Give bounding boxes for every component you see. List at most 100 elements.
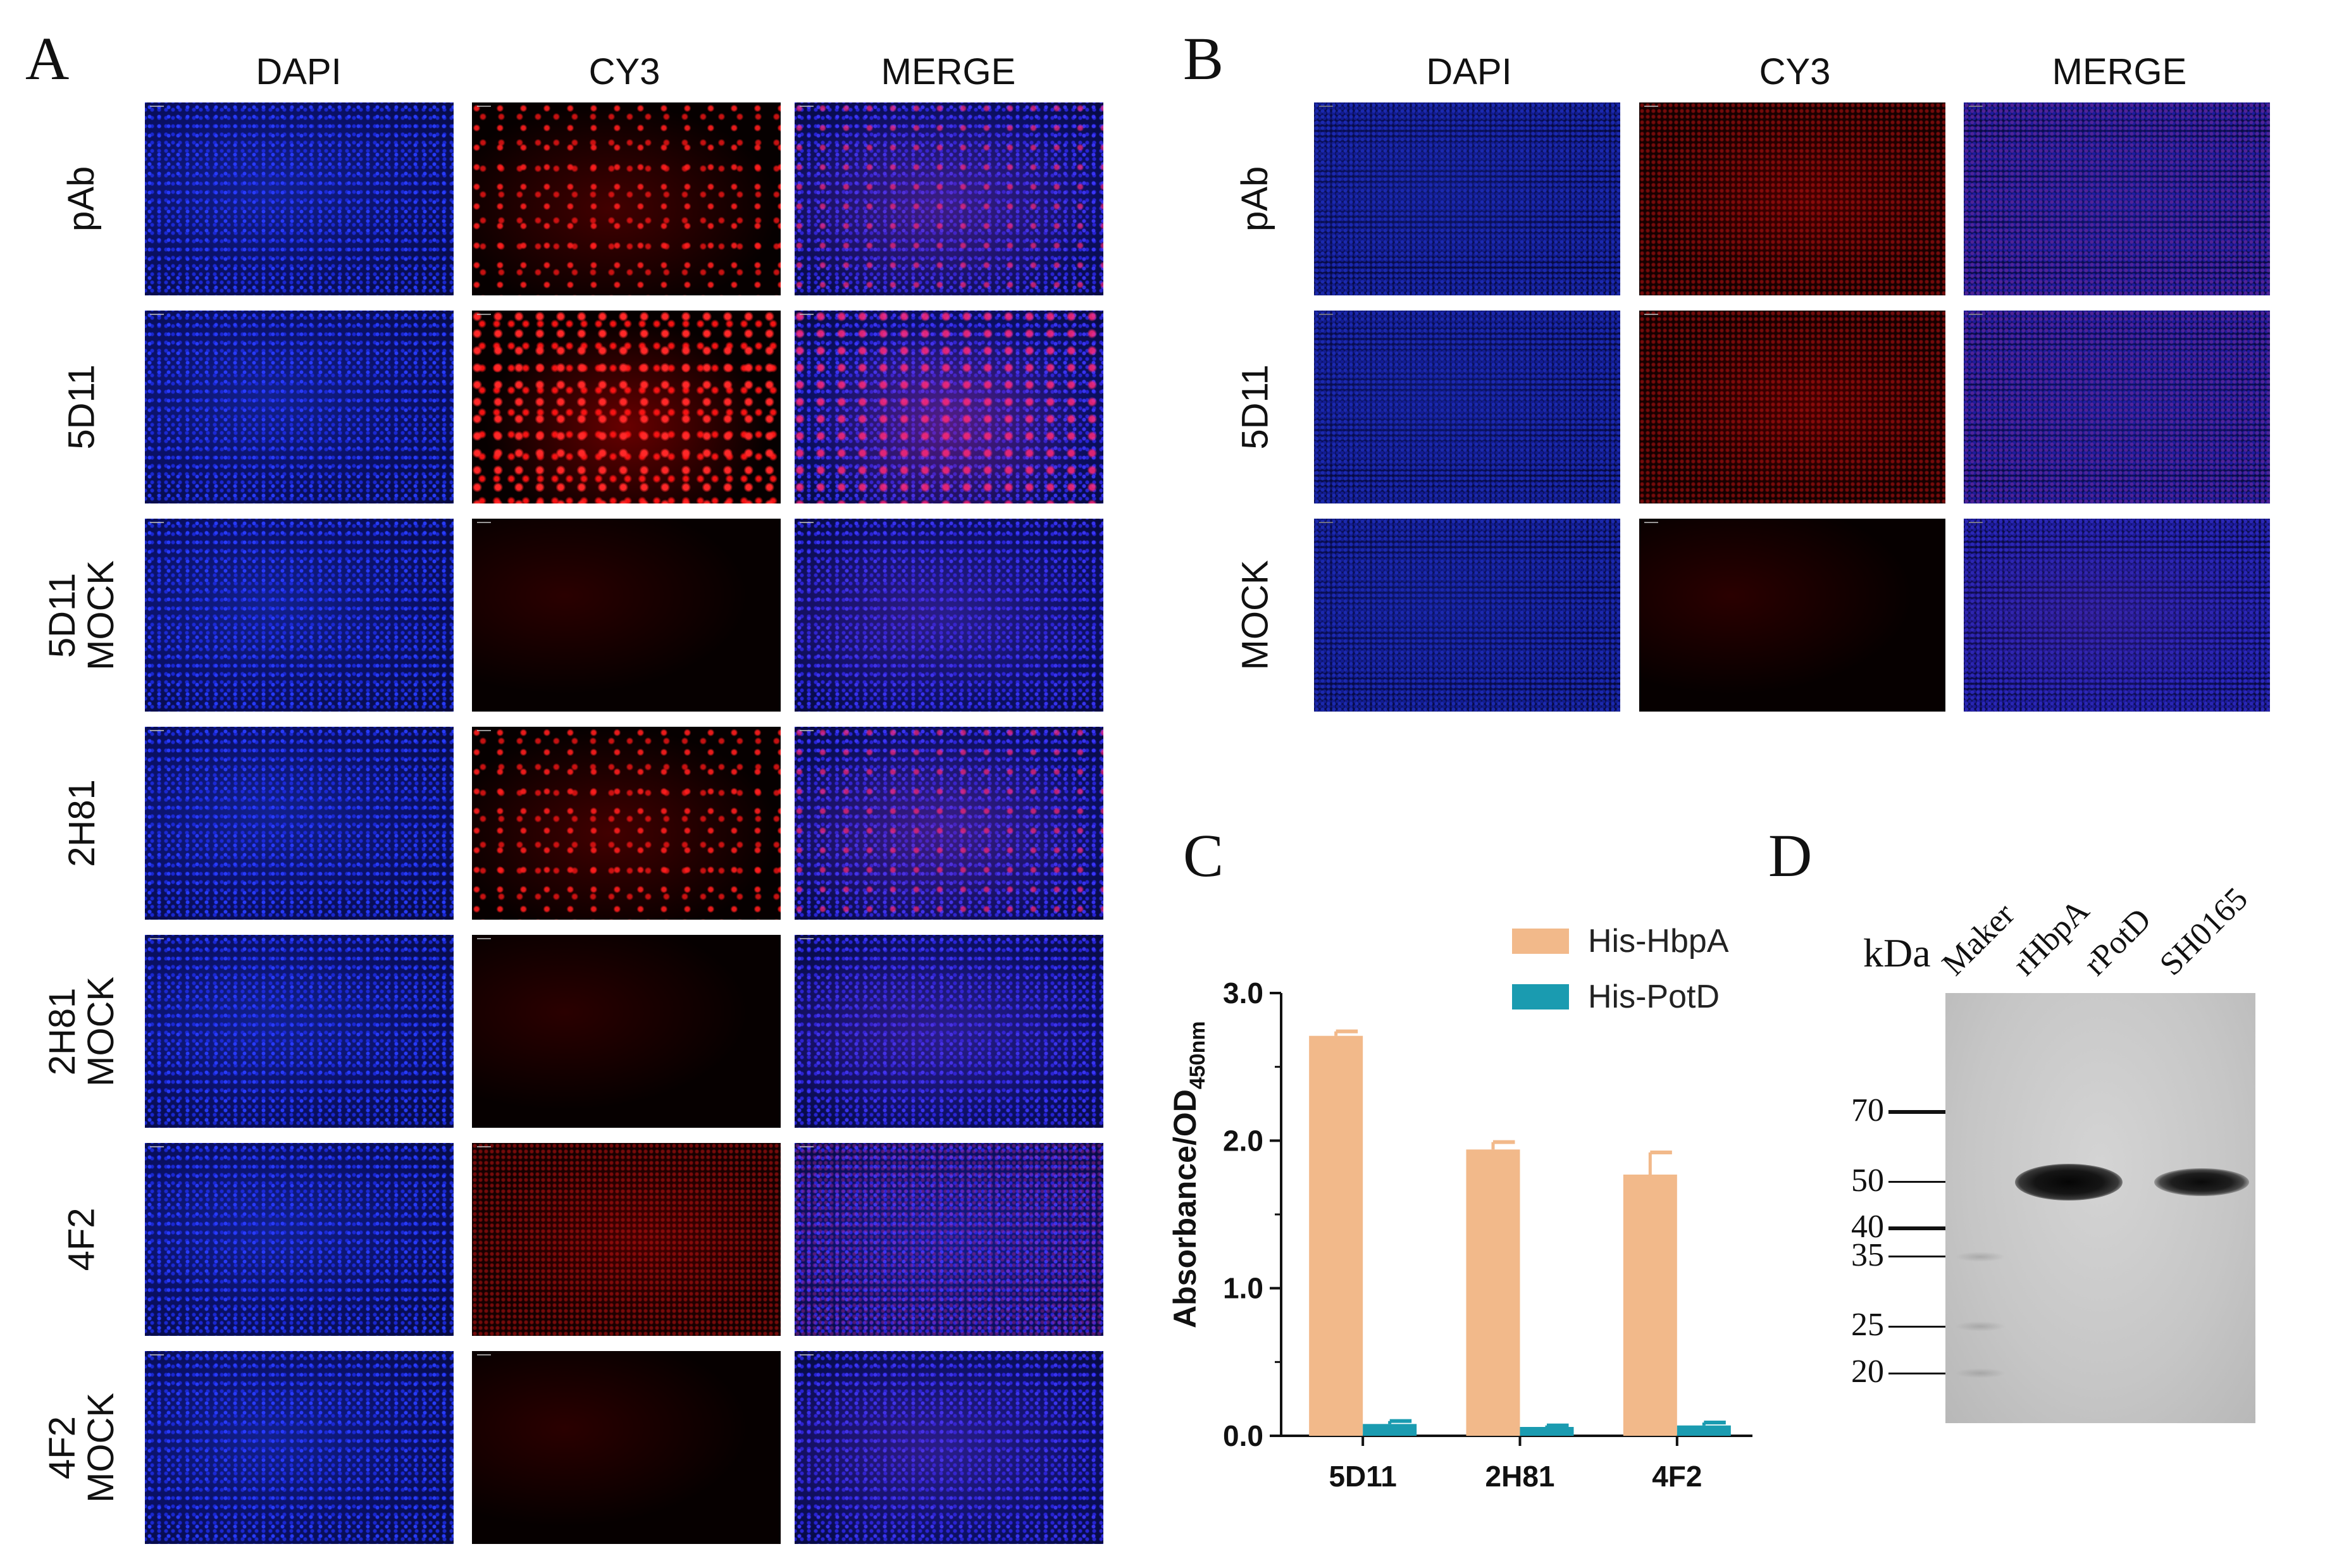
scale-bar [150,730,164,731]
scale-bar [1969,522,1983,523]
marker-label: 50 [1851,1162,1884,1199]
y-axis-label-main: Absorbance/OD [1167,1089,1203,1328]
scale-bar [1644,314,1658,315]
scale-bar [150,938,164,939]
a-dapi-image-3 [145,727,454,920]
scale-bar [800,730,814,731]
marker-label: 40 [1851,1209,1884,1245]
scale-bar [477,730,491,731]
marker-tick [1888,1181,1945,1183]
scale-bar [150,522,164,523]
scale-bar [800,106,814,107]
b-cy3-image-0 [1639,102,1945,295]
band-SH0165 [2154,1168,2249,1196]
row-label-line: 5D11 [1234,364,1276,450]
y-tick-label: 2.0 [1223,1124,1263,1157]
marker-label: 70 [1851,1092,1884,1128]
a-merge-image-1 [795,311,1103,503]
y-axis-label: Absorbance/OD450nm [1167,1021,1210,1328]
lane-label: SH0165 [2153,880,2255,983]
scale-bar [1969,106,1983,107]
scale-bar [477,522,491,523]
bar-His-HbpA-4F2 [1623,1175,1677,1436]
a-merge-image-0 [795,102,1103,295]
bar-His-HbpA-2H81 [1466,1149,1520,1436]
b-cy3-image-2 [1639,519,1945,712]
marker-tick [1888,1325,1945,1328]
a-row-label-0: pAb [25,102,139,295]
marker-tick [1888,1110,1945,1114]
panel-b-col-dapi: DAPI [1426,51,1512,92]
lane-label: rHbpA [2006,892,2097,983]
a-dapi-image-5 [145,1143,454,1336]
a-merge-image-5 [795,1143,1103,1336]
b-dapi-image-2 [1314,519,1620,712]
ladder-smudge [1955,1251,2006,1262]
ladder-smudge [1955,1321,2006,1332]
y-tick-label: 3.0 [1223,977,1263,1009]
x-tick-label: 2H81 [1485,1460,1555,1493]
a-row-label-1: 5D11 [25,311,139,503]
scale-bar [1644,522,1658,523]
a-cy3-image-6 [472,1351,781,1544]
a-row-label-2: 5D11 MOCK [25,519,139,712]
a-cy3-image-1 [472,311,781,503]
scale-bar [477,1354,491,1355]
marker-label: 20 [1851,1354,1884,1390]
row-label-line: 4F2 [61,1207,102,1271]
row-label-line: 2H81 [42,987,84,1075]
panel-a-letter: A [25,25,70,92]
scale-bar [150,106,164,107]
scale-bar [150,1354,164,1355]
a-cy3-image-5 [472,1143,781,1336]
row-label-line: MOCK [80,560,121,670]
b-merge-image-0 [1964,102,2270,295]
scale-bar [477,106,491,107]
a-row-label-3: 2H81 [25,727,139,920]
scale-bar [150,314,164,315]
row-label-line: 5D11 [61,364,102,450]
a-cy3-image-2 [472,519,781,712]
b-cy3-image-1 [1639,311,1945,503]
row-label-line: 4F2 [42,1416,84,1479]
a-dapi-image-4 [145,935,454,1128]
b-row-label-2: MOCK [1205,519,1306,712]
scale-bar [1644,106,1658,107]
a-dapi-image-1 [145,311,454,503]
panel-a-col-cy3: CY3 [588,51,660,92]
panel-a-col-merge: MERGE [881,51,1016,92]
scale-bar [800,522,814,523]
row-label-line: MOCK [80,976,121,1087]
legend-swatch-His-HbpA [1512,929,1569,954]
b-merge-image-2 [1964,519,2270,712]
row-label-line: pAb [1234,166,1276,232]
marker-label: 35 [1851,1237,1884,1273]
a-merge-image-6 [795,1351,1103,1544]
panel-c-bar-chart: 0.0 1.0 2.0 3.0 Absorbance/OD450nm 5D11 2H81 4F… [1167,923,1752,1493]
scale-bar [800,1354,814,1355]
scale-bar [1319,106,1333,107]
marker-tick [1888,1256,1945,1257]
marker-tick [1888,1226,1945,1231]
b-dapi-image-0 [1314,102,1620,295]
a-row-label-4: 2H81 MOCK [25,935,139,1128]
scale-bar [477,1146,491,1147]
a-cy3-image-0 [472,102,781,295]
legend-label-His-PotD: His-PotD [1588,978,1720,1015]
scale-bar [1969,314,1983,315]
b-dapi-image-1 [1314,311,1620,503]
x-tick-label: 4F2 [1652,1460,1702,1493]
scale-bar [150,1146,164,1147]
bar-His-PotD-4F2 [1677,1425,1731,1436]
row-label-line: 2H81 [61,779,102,867]
bar-His-PotD-2H81 [1520,1427,1574,1436]
band-rHbpA [2015,1163,2123,1201]
marker-label: 25 [1851,1307,1884,1343]
row-label-line: 5D11 [42,572,84,658]
row-label-line: MOCK [1234,560,1276,670]
x-tick-label: 5D11 [1329,1460,1396,1493]
a-merge-image-3 [795,727,1103,920]
b-row-label-1: 5D11 [1205,311,1306,503]
a-dapi-image-0 [145,102,454,295]
scale-bar [800,314,814,315]
